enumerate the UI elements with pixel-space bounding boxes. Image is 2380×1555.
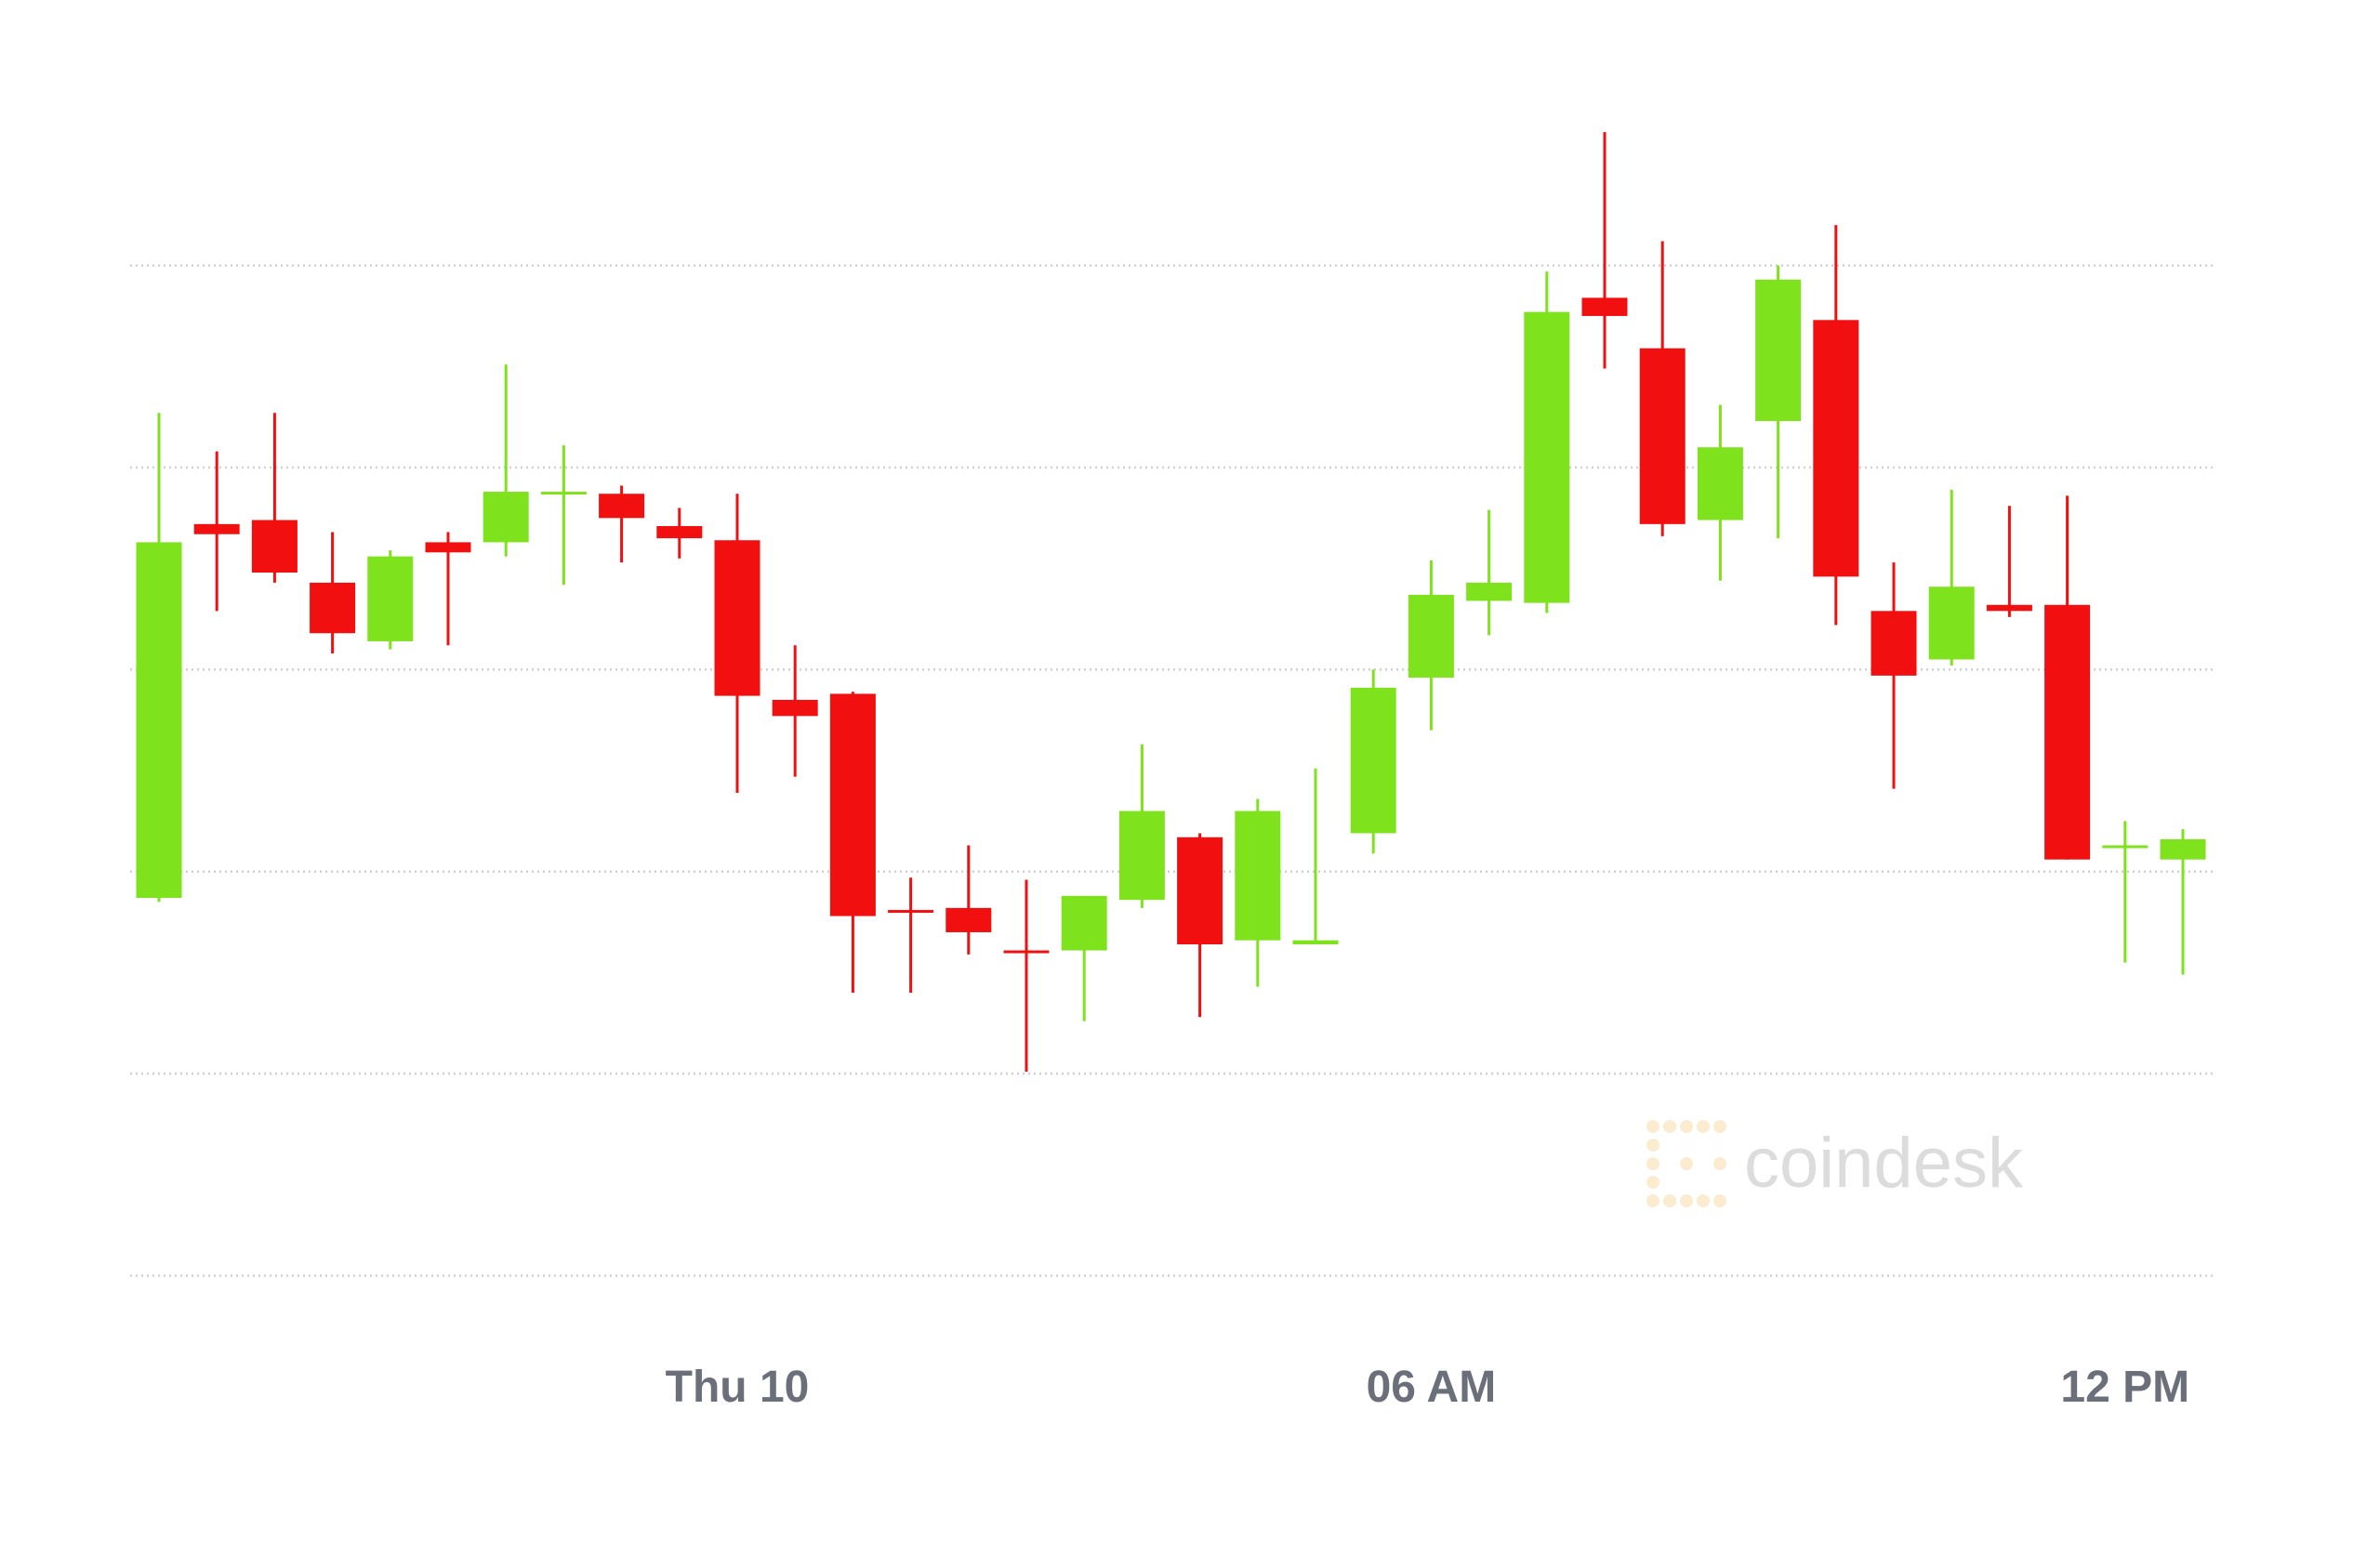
candle-body (251, 520, 298, 573)
candle-body (829, 693, 876, 916)
candle-body (1003, 950, 1050, 954)
candle-body (945, 907, 992, 932)
candle-body (136, 542, 182, 899)
candle-body (1928, 586, 1975, 660)
candle-body (1813, 320, 1859, 577)
candle-body (540, 492, 587, 495)
x-tick-label: 06 AM (1367, 1363, 1497, 1412)
candle-body (1292, 940, 1339, 945)
candle-body (193, 523, 240, 534)
candle-body (1986, 604, 2032, 612)
candle-body (1408, 594, 1454, 679)
candle-body (310, 582, 356, 634)
x-tick-label: 12 PM (2060, 1363, 2189, 1412)
candle-body (1118, 810, 1165, 901)
candle-body (714, 540, 760, 696)
candle-body (1177, 837, 1223, 945)
candle-body (2160, 838, 2206, 860)
candle-body (1639, 348, 1686, 524)
candle-body (1350, 687, 1396, 834)
watermark-logo (1646, 1120, 1726, 1207)
candle-body (1697, 447, 1743, 521)
candle-body (599, 494, 645, 519)
candle-body (1871, 611, 1917, 676)
candle-body (1581, 297, 1628, 316)
candle-body (483, 492, 529, 543)
candle-body (656, 526, 703, 539)
candle-body (2102, 845, 2149, 849)
watermark: coindesk (1744, 1124, 2024, 1203)
candle-body (367, 556, 414, 641)
candle-body (1061, 895, 1107, 951)
candle-body (2044, 604, 2091, 860)
candle-body (1235, 810, 1281, 941)
candle-body (425, 542, 471, 553)
candle-body (1466, 582, 1513, 601)
candle-body (1524, 311, 1570, 603)
x-tick-label: Thu 10 (666, 1363, 810, 1412)
candle-body (888, 910, 934, 914)
candle-body (1755, 279, 1802, 421)
candle-body (772, 699, 818, 717)
